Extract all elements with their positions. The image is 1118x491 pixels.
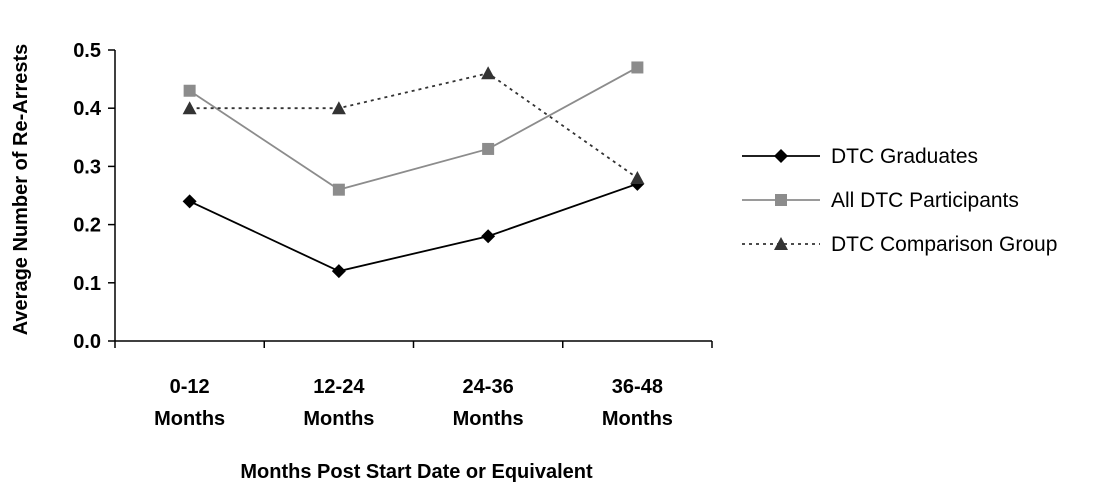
y-tick-label: 0.4 — [73, 98, 102, 120]
legend-label: DTC Comparison Group — [831, 233, 1057, 256]
x-tick-label: 12-24 Months — [303, 376, 374, 430]
x-tick-label: 0-12 Months — [154, 376, 225, 430]
x-tick-label: 24-36 Months — [453, 376, 524, 430]
data-point — [631, 61, 644, 74]
x-axis-title: Months Post Start Date or Equivalent — [240, 461, 593, 483]
y-tick-label: 0.0 — [73, 331, 101, 353]
data-point — [332, 183, 345, 196]
legend-marker — [774, 149, 788, 163]
series-line-1 — [189, 183, 638, 273]
data-point — [481, 229, 496, 244]
series-line-3 — [189, 72, 638, 179]
series-line-2 — [189, 66, 638, 191]
data-point — [183, 84, 196, 97]
data-point — [481, 66, 496, 80]
data-point — [630, 171, 645, 185]
legend-marker — [775, 194, 787, 206]
legend-label: DTC Graduates — [831, 145, 978, 168]
y-axis-title: Average Number of Re-Arrests — [10, 44, 32, 336]
legend-marker — [774, 237, 788, 250]
x-tick-label: 36-48 Months — [602, 376, 673, 430]
y-tick-label: 0.5 — [73, 40, 101, 62]
data-point — [482, 142, 495, 155]
data-point — [331, 264, 346, 279]
legend-label: All DTC Participants — [831, 189, 1019, 212]
legend: DTC Graduates All DTC Participants DTC Com… — [742, 145, 1057, 256]
y-tick-label: 0.2 — [73, 215, 101, 237]
y-tick-label: 0.3 — [73, 156, 101, 178]
data-point — [331, 101, 346, 115]
data-point — [182, 101, 197, 115]
y-tick-label: 0.1 — [73, 273, 101, 295]
plot-area: 0.0 0.1 0.2 0.3 0.4 0.5 0-12 Months 12-24 Months 2… — [73, 40, 713, 430]
data-point — [182, 194, 197, 209]
